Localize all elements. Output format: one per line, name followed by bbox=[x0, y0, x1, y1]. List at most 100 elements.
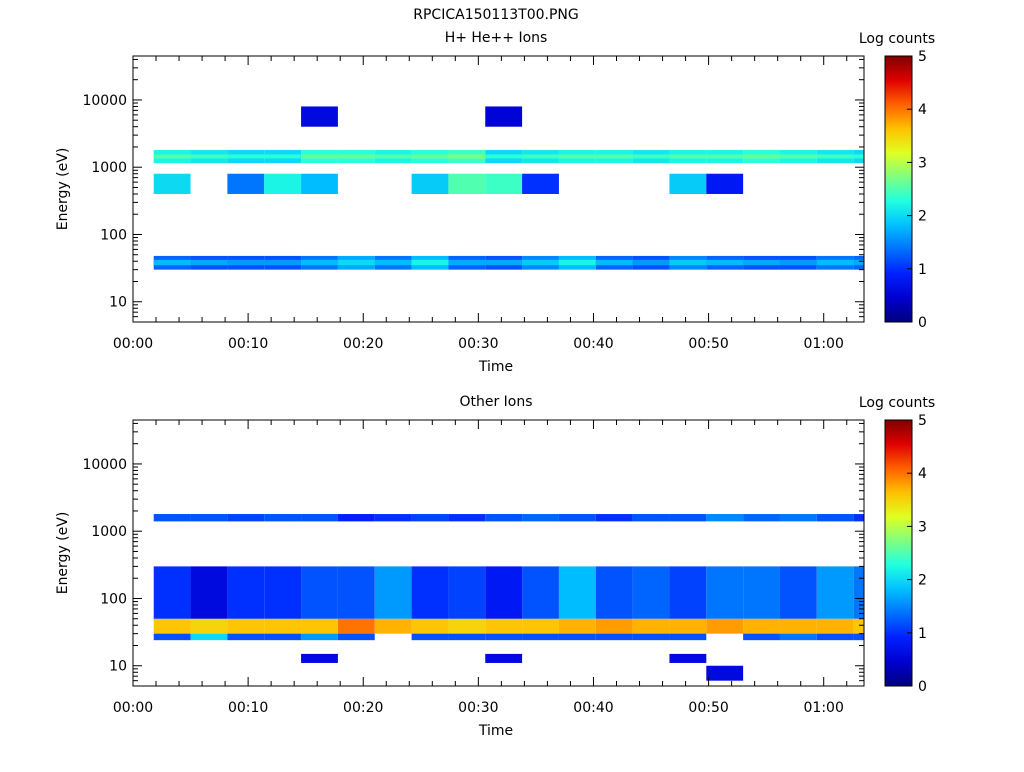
heatmap-cell bbox=[632, 154, 670, 159]
heatmap-cell bbox=[485, 653, 523, 663]
heatmap-cell bbox=[301, 106, 338, 127]
heatmap-cell bbox=[816, 514, 854, 522]
x-tick-label: 00:40 bbox=[573, 700, 613, 716]
heatmap-cell bbox=[411, 618, 449, 634]
colorbar: 0 1 2 3 4 5 bbox=[884, 49, 927, 331]
heatmap-cell bbox=[374, 566, 412, 619]
plot-frame bbox=[132, 55, 865, 323]
heatmap-cell bbox=[301, 514, 338, 522]
heatmap-cell bbox=[706, 173, 744, 194]
x-tick-label: 00:30 bbox=[458, 700, 498, 716]
heatmap-cell bbox=[301, 259, 338, 266]
y-axis-label: Energy (eV) bbox=[55, 148, 71, 231]
heatmap-cell bbox=[301, 618, 338, 634]
heatmap-cell bbox=[669, 633, 707, 641]
y-tick-label: 10000 bbox=[82, 457, 127, 473]
colorbar-tick-label: 1 bbox=[918, 262, 927, 278]
panel-other-ions: Other Ions Energy (eV) Time Log counts 1… bbox=[55, 394, 935, 739]
heatmap-cell bbox=[448, 259, 486, 266]
colorbar-tick-label: 1 bbox=[918, 626, 927, 642]
y-tick-label: 100 bbox=[100, 591, 127, 607]
heatmap-cell bbox=[706, 514, 744, 522]
heatmap-cell bbox=[337, 566, 375, 619]
heatmap-cell bbox=[264, 259, 302, 266]
heatmap-cell bbox=[779, 514, 817, 522]
colorbar-label: Log counts bbox=[859, 395, 935, 411]
heatmap-cell bbox=[522, 259, 559, 266]
heatmap-cell bbox=[706, 665, 744, 681]
heatmap-cell bbox=[227, 154, 265, 159]
heatmap-cell bbox=[816, 633, 854, 641]
heatmap-cell bbox=[448, 514, 486, 522]
heatmap-cell bbox=[669, 259, 707, 266]
heatmap-cell bbox=[264, 566, 302, 619]
heatmap-cell bbox=[153, 154, 191, 159]
heatmap-cell bbox=[448, 618, 486, 634]
heatmap-cell bbox=[669, 173, 707, 194]
y-tick-label: 10000 bbox=[82, 93, 127, 109]
heatmap-cell bbox=[301, 653, 338, 663]
heatmap-cell bbox=[558, 259, 596, 266]
heatmap-cell bbox=[706, 566, 744, 619]
heatmap-cell bbox=[816, 259, 854, 266]
x-tick-label: 00:00 bbox=[113, 336, 153, 352]
heatmap-cell bbox=[485, 633, 523, 641]
heatmap-cell bbox=[816, 154, 854, 159]
heatmap-cell bbox=[337, 154, 375, 159]
plot-frame bbox=[132, 419, 865, 687]
heatmap-cell bbox=[779, 566, 817, 619]
heatmap-cell bbox=[411, 259, 449, 266]
heatmap-cell bbox=[779, 618, 817, 634]
heatmap-cell bbox=[374, 514, 412, 522]
heatmap-cell bbox=[190, 566, 228, 619]
heatmap-cell bbox=[632, 633, 670, 641]
heatmap-cell bbox=[743, 154, 780, 159]
y-axis-label: Energy (eV) bbox=[55, 512, 71, 595]
y-tick-label: 10 bbox=[109, 659, 127, 675]
heatmap-cell bbox=[374, 618, 412, 634]
heatmap-cell bbox=[853, 566, 864, 619]
heatmap-cell bbox=[153, 618, 191, 634]
heatmap-cell bbox=[595, 259, 633, 266]
heatmap-cell bbox=[706, 154, 744, 159]
heatmap-cell bbox=[743, 514, 780, 522]
heatmap-cell bbox=[337, 259, 375, 266]
heatmap-cell bbox=[485, 514, 523, 522]
colorbar: 0 1 2 3 4 5 bbox=[884, 413, 927, 695]
heatmap-cell bbox=[779, 633, 817, 641]
colorbar-gradient bbox=[884, 419, 913, 687]
heatmap-cell bbox=[706, 259, 744, 266]
heatmap-cell bbox=[669, 514, 707, 522]
heatmap-cell bbox=[853, 618, 864, 634]
heatmap-cell bbox=[595, 566, 633, 619]
heatmap-cell bbox=[485, 618, 523, 634]
heatmap-cell bbox=[448, 566, 486, 619]
heatmap-cell bbox=[522, 566, 559, 619]
heatmap-cell bbox=[595, 618, 633, 634]
y-axis: 10 100 1000 10000 bbox=[82, 58, 864, 323]
y-tick-label: 1000 bbox=[91, 524, 127, 540]
heatmap-cell bbox=[227, 173, 265, 194]
heatmap-cells bbox=[153, 514, 864, 681]
x-tick-label: 01:00 bbox=[804, 336, 844, 352]
heatmap-cell bbox=[595, 633, 633, 641]
heatmap-cell bbox=[669, 653, 707, 663]
heatmap-cell bbox=[743, 618, 780, 634]
x-tick-label: 00:10 bbox=[228, 700, 268, 716]
panel-title: Other Ions bbox=[459, 394, 532, 410]
x-tick-label: 00:50 bbox=[688, 336, 728, 352]
colorbar-tick-label: 2 bbox=[918, 209, 927, 225]
heatmap-cell bbox=[558, 154, 596, 159]
heatmap-cell bbox=[632, 566, 670, 619]
x-tick-label: 00:10 bbox=[228, 336, 268, 352]
x-tick-label: 00:20 bbox=[343, 336, 383, 352]
colorbar-tick-label: 5 bbox=[918, 49, 927, 65]
colorbar-label: Log counts bbox=[859, 31, 935, 47]
heatmap-cell bbox=[153, 173, 191, 194]
heatmap-cell bbox=[632, 259, 670, 266]
heatmap-cell bbox=[522, 618, 559, 634]
heatmap-cell bbox=[411, 173, 449, 194]
heatmap-cell bbox=[301, 566, 338, 619]
x-axis-label: Time bbox=[478, 723, 513, 739]
